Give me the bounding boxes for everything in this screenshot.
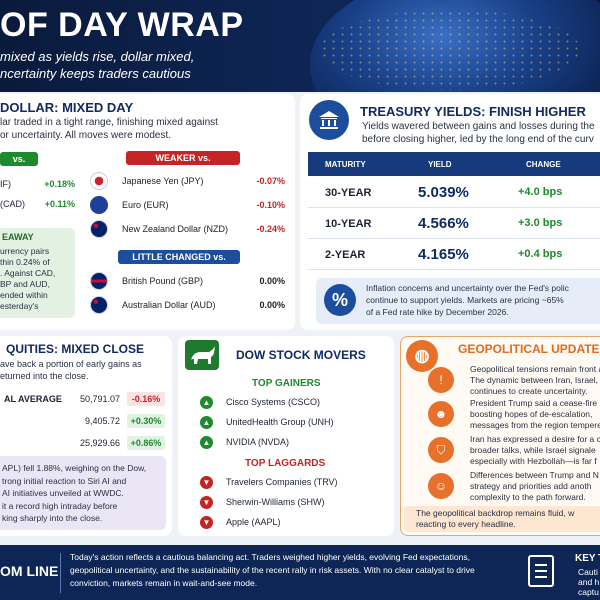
city-lights (320, 10, 580, 90)
takeaway-text: urrency pairs thin 0.24% of . Against CA… (0, 246, 56, 311)
stronger-row: (CAD) +0.11% (0, 199, 75, 209)
treasury-note-text: Inflation concerns and uncertainty over … (366, 283, 569, 317)
bottom-line-text: Today's action reflects a cautious balan… (70, 552, 475, 588)
page-title: OF DAY WRAP (0, 6, 244, 44)
unchanged-label: LITTLE CHANGED vs. (118, 250, 240, 264)
list-item: ▲ Cisco Systems (CSCO) (200, 394, 380, 412)
bottom-line-label: OM LINE (0, 563, 59, 579)
flag-eu-icon (90, 196, 108, 214)
globe-icon: ◍ (406, 340, 438, 372)
flag-au-icon (90, 296, 108, 314)
key-takeaway-text: Cauti and h captu (578, 567, 600, 597)
bottom-line-bar: OM LINE Today's action reflects a cautio… (0, 545, 600, 600)
gainers-label: TOP GAINERS (252, 378, 321, 389)
bull-icon (185, 340, 219, 370)
equities-note-text: APL) fell 1.88%, weighing on the Dow, tr… (2, 463, 147, 523)
laggards-label: TOP LAGGARDS (245, 458, 326, 469)
treasury-desc: Yields wavered between gains and losses … (362, 121, 595, 145)
treasury-note: % Inflation concerns and uncertainty ove… (316, 278, 600, 324)
dollar-title: DOLLAR: MIXED DAY (0, 100, 134, 115)
geo-item: ! Geopolitical tensions remain front a Th… (428, 364, 600, 404)
table-row: 2-YEAR 4.165% +0.4 bps (308, 240, 600, 270)
equities-note: APL) fell 1.88%, weighing on the Dow, tr… (0, 456, 166, 530)
up-arrow-icon: ▲ (200, 416, 213, 429)
flag-uk-icon (90, 272, 108, 290)
geo-footer: The geopolitical backdrop remains fluid,… (404, 506, 600, 532)
geo-item: ☻ President Trump said a cease-fire boost… (428, 398, 600, 438)
down-arrow-icon: ▼ (200, 496, 213, 509)
page-subtitle: mixed as yields rise, dollar mixed, ncer… (0, 49, 195, 81)
takeaway-box: EAWAY urrency pairs thin 0.24% of . Agai… (0, 228, 75, 318)
stronger-row: IF) +0.18% (0, 179, 75, 189)
equities-panel: QUITIES: MIXED CLOSE ave back a portion … (0, 336, 172, 536)
list-item: ▼ Sherwin-Williams (SHW) (200, 494, 380, 512)
people-icon: ☺ (428, 473, 454, 499)
table-row: 9,405.72 +0.30% (0, 412, 168, 430)
stronger-label: vs. (0, 152, 38, 166)
globe-image (310, 0, 600, 92)
movers-title: DOW STOCK MOVERS (236, 348, 366, 362)
list-item: ▲ NVIDIA (NVDA) (200, 434, 380, 452)
geo-title: GEOPOLITICAL UPDATE (458, 342, 600, 356)
key-takeaway-label: KEY T (575, 553, 600, 564)
flag-nz-icon (90, 220, 108, 238)
bottom-line-divider (60, 553, 61, 593)
unchanged-row-aud: Australian Dollar (AUD) 0.00% (90, 296, 285, 314)
yield-table-header: MATURITY YIELD CHANGE (308, 152, 600, 176)
weaker-label: WEAKER vs. (126, 151, 240, 165)
treasury-title: TREASURY YIELDS: FINISH HIGHER (360, 104, 586, 119)
table-row: 10-YEAR 4.566% +3.0 bps (308, 209, 600, 239)
geo-item: ⛉ Iran has expressed a desire for a c bro… (428, 434, 600, 474)
dollar-panel: DOLLAR: MIXED DAY lar traded in a tight … (0, 94, 295, 330)
weaker-row-nzd: New Zealand Dollar (NZD) -0.24% (90, 220, 285, 238)
flag-japan-icon (90, 172, 108, 190)
person-icon: ☻ (428, 401, 454, 427)
table-row: 25,929.66 +0.86% (0, 434, 168, 452)
list-item: ▼ Travelers Companies (TRV) (200, 474, 380, 492)
weaker-row-eur: Euro (EUR) -0.10% (90, 196, 285, 214)
takeaway-label: EAWAY (2, 232, 34, 242)
equities-desc: ave back a portion of early gains as etu… (0, 359, 142, 381)
down-arrow-icon: ▼ (200, 476, 213, 489)
down-arrow-icon: ▼ (200, 516, 213, 529)
up-arrow-icon: ▲ (200, 436, 213, 449)
weaker-row-jpy: Japanese Yen (JPY) -0.07% (90, 172, 285, 190)
header-banner: OF DAY WRAP mixed as yields rise, dollar… (0, 0, 600, 92)
bank-icon (309, 100, 349, 140)
warning-icon: ! (428, 367, 454, 393)
up-arrow-icon: ▲ (200, 396, 213, 409)
table-row: 30-YEAR 5.039% +4.0 bps (308, 178, 600, 208)
table-row: AL AVERAGE 50,791.07 -0.16% (0, 390, 168, 408)
list-item: ▼ Apple (AAPL) (200, 514, 380, 532)
equities-title: QUITIES: MIXED CLOSE (6, 342, 145, 356)
list-item: ▲ UnitedHealth Group (UNH) (200, 414, 380, 432)
shield-icon: ⛉ (428, 437, 454, 463)
percent-icon: % (324, 284, 356, 316)
clipboard-icon (528, 555, 554, 587)
dollar-desc: lar traded in a tight range, finishing m… (0, 117, 218, 141)
unchanged-row-gbp: British Pound (GBP) 0.00% (90, 272, 285, 290)
